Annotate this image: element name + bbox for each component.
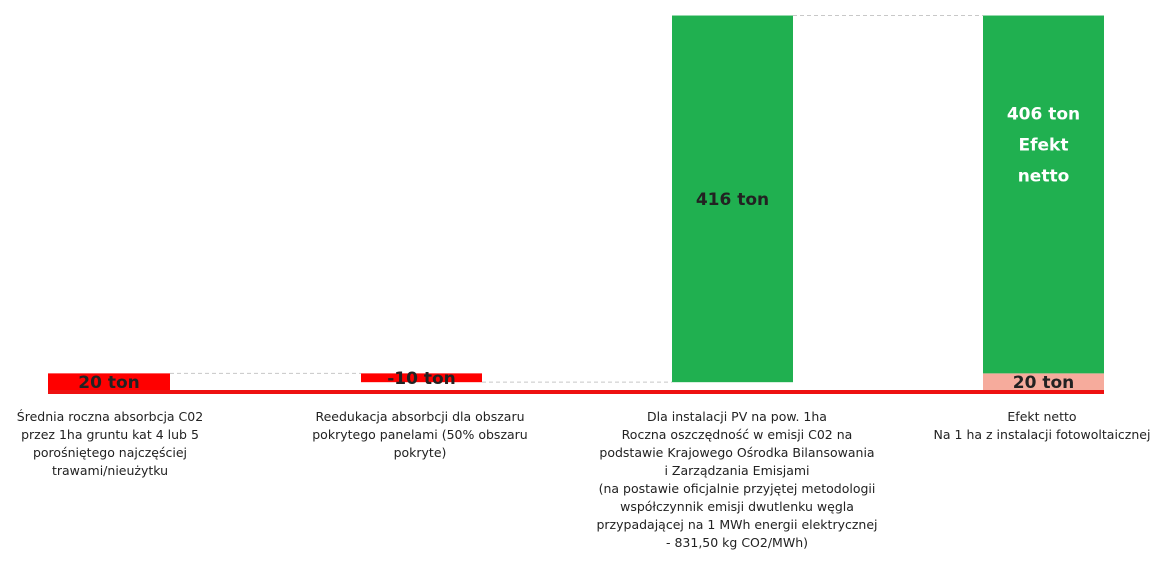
- bar-total-segment-2: [983, 15, 1104, 374]
- category-label-3: Dla instalacji PV na pow. 1ha Roczna osz…: [596, 409, 878, 550]
- bar-total-segment-1: [983, 373, 1104, 391]
- bar-value-label-2: -10 ton: [387, 369, 456, 389]
- bar-value-label-3: 416 ton: [696, 190, 769, 210]
- category-label-1: Średnia roczna absorbcja C02 przez 1ha g…: [16, 409, 204, 478]
- bar-step-1: [48, 373, 170, 391]
- bar-step-2: [361, 373, 482, 383]
- baseline-axis: [48, 390, 1104, 394]
- category-label-4: Efekt netto Na 1 ha z instalacji fotowol…: [933, 409, 1151, 442]
- bar-step-3: [672, 15, 793, 383]
- bar-value-label-1: 20 ton: [78, 373, 139, 393]
- bar-total-label-2: 406 ton Efekt netto: [1007, 104, 1080, 186]
- bar-total-label-1: 20 ton: [1013, 373, 1074, 393]
- category-label-2: Reedukacja absorbcji dla obszaru pokryte…: [312, 409, 528, 460]
